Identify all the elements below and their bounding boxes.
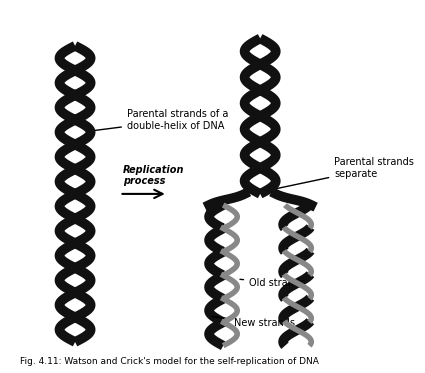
Text: Old strands: Old strands xyxy=(240,278,305,288)
Text: Replication
process: Replication process xyxy=(123,165,185,186)
Text: Parental strands of a
double-helix of DNA: Parental strands of a double-helix of DN… xyxy=(94,109,228,131)
Text: Parental strands
separate: Parental strands separate xyxy=(263,157,414,191)
Text: New strands: New strands xyxy=(212,316,295,329)
Text: Fig. 4.11: Watson and Crick's model for the self-replication of DNA: Fig. 4.11: Watson and Crick's model for … xyxy=(20,357,318,366)
